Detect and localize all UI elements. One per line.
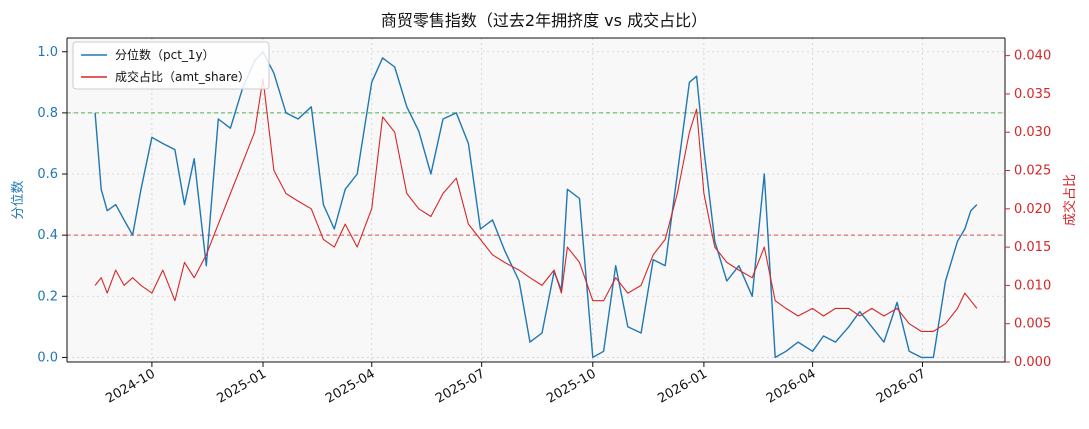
tick-label-left: 0.0 — [37, 350, 58, 365]
tick-label-right: 0.020 — [1014, 202, 1051, 217]
y-axis-label-right: 成交占比 — [1062, 174, 1078, 226]
tick-label-right: 0.010 — [1014, 278, 1051, 293]
tick-label-x: 2025-04 — [323, 366, 378, 406]
x-ticks: 2024-10 2025-01 2025-04 2025-07 2025-10 2026-… — [103, 362, 929, 407]
tick-label-left: 0.4 — [37, 228, 58, 243]
legend-box — [72, 41, 270, 90]
tick-label-right: 0.035 — [1014, 87, 1051, 102]
tick-label-x: 2025-07 — [433, 366, 488, 406]
series-line-2 — [94, 78, 978, 332]
tick-label-x: 2024-10 — [103, 366, 158, 406]
tick-label-x: 2025-01 — [214, 366, 269, 406]
tick-label-left: 0.2 — [37, 289, 58, 304]
tick-label-right: 0.005 — [1014, 317, 1051, 332]
left-y-ticks: 0.0 0.2 0.4 0.6 0.8 1.0 — [37, 45, 67, 365]
reference-lines — [67, 112, 1005, 236]
legend-label: 成交占比（amt_share） — [115, 69, 250, 84]
legend: 分位数（pct_1y） 成交占比（amt_share） — [72, 41, 270, 90]
y-axis-label-left: 分位数 — [11, 180, 26, 219]
tick-label-right: 0.025 — [1014, 164, 1051, 179]
series-lines — [94, 51, 978, 359]
tick-label-right: 0.040 — [1014, 49, 1051, 64]
series-line-1 — [94, 51, 978, 359]
right-y-ticks: 0.000 0.005 0.010 0.015 0.020 0.025 0.030 0.035… — [1005, 49, 1051, 370]
tick-label-left: 0.6 — [37, 167, 58, 182]
tick-label-x: 2026-07 — [874, 366, 929, 406]
tick-label-left: 0.8 — [37, 106, 58, 121]
tick-label-x: 2026-04 — [764, 366, 819, 406]
axes — [66, 37, 1006, 363]
tick-label-left: 1.0 — [37, 45, 58, 60]
tick-label-x: 2025-10 — [544, 366, 599, 406]
chart-title: 商贸零售指数（过去2年拥挤度 vs 成交占比） — [381, 11, 707, 30]
tick-label-right: 0.030 — [1014, 125, 1051, 140]
tick-label-x: 2026-01 — [655, 366, 710, 406]
legend-label: 分位数（pct_1y） — [115, 47, 215, 62]
tick-label-right: 0.015 — [1014, 240, 1051, 255]
tick-label-right: 0.000 — [1014, 355, 1051, 370]
